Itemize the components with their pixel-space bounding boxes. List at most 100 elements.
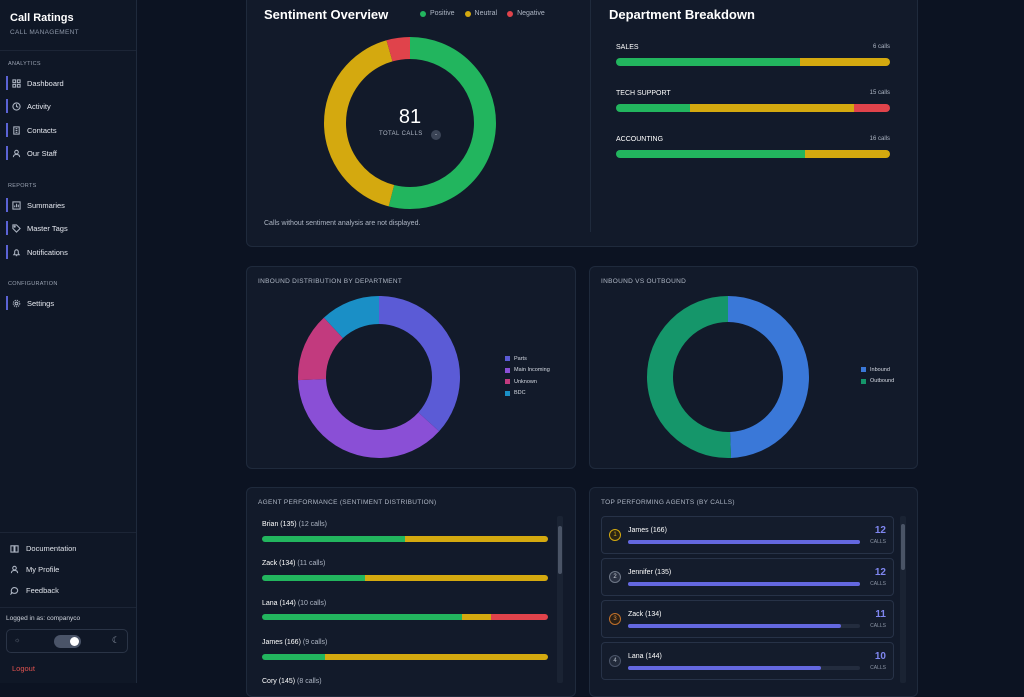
bar-neutral bbox=[405, 536, 548, 542]
section-analytics: ANALYTICS bbox=[8, 61, 41, 67]
sidebar-item-activity[interactable]: Activity bbox=[6, 99, 130, 113]
bar-positive bbox=[262, 614, 463, 620]
bar-neutral bbox=[462, 614, 491, 620]
gear-icon bbox=[12, 299, 21, 307]
user-icon bbox=[12, 149, 21, 157]
top-agents-scrollbar[interactable] bbox=[900, 516, 906, 683]
section-reports: REPORTS bbox=[8, 183, 37, 189]
agent-label: Brian (135) (12 calls) bbox=[262, 521, 327, 528]
top-agent-calls: 11 bbox=[875, 609, 886, 620]
top-agent-name: James (166) bbox=[628, 527, 667, 534]
user-icon bbox=[10, 565, 19, 574]
top-agents-title: TOP PERFORMING AGENTS (BY CALLS) bbox=[601, 499, 735, 506]
chat-icon bbox=[10, 587, 19, 595]
inbound-dist-legend: Parts Main Incoming Unknown BDC bbox=[505, 353, 550, 399]
sentiment-card bbox=[246, 0, 918, 247]
sidebar-item-summaries[interactable]: Summaries bbox=[6, 198, 130, 212]
dept-name: TECH SUPPORT bbox=[616, 90, 671, 97]
sidebar-item-label: Contacts bbox=[27, 125, 57, 135]
scroll-thumb[interactable] bbox=[901, 524, 905, 570]
legend-unknown: Unknown bbox=[505, 376, 550, 388]
agent-label: James (166) (9 calls) bbox=[262, 639, 328, 646]
building-icon bbox=[13, 125, 20, 135]
logout-button[interactable]: Logout bbox=[12, 664, 35, 673]
divider bbox=[0, 607, 136, 608]
book-icon bbox=[10, 545, 19, 553]
dept-name: ACCOUNTING bbox=[616, 136, 664, 143]
bar-positive bbox=[616, 58, 800, 66]
top-agent-calls: 12 bbox=[874, 567, 886, 578]
sidebar-item-master-tags[interactable]: Master Tags bbox=[6, 221, 130, 235]
tag-icon bbox=[12, 223, 21, 233]
sentiment-title: Sentiment Overview bbox=[264, 7, 389, 22]
bar-fill bbox=[628, 666, 821, 670]
logged-in-label: Logged in as: companyco bbox=[6, 615, 81, 622]
sidebar-item-label: Master Tags bbox=[27, 223, 68, 233]
agent-bar bbox=[262, 614, 548, 620]
documentation-link[interactable]: Documentation bbox=[10, 544, 76, 553]
top-agent-item[interactable]: 3 Zack (134) 11 CALLS bbox=[601, 600, 894, 638]
agent-label: Lana (144) (10 calls) bbox=[262, 600, 327, 607]
agent-label: Cory (145) (8 calls) bbox=[262, 678, 322, 685]
bar-positive bbox=[262, 654, 325, 660]
sentiment-slice-negative bbox=[324, 37, 496, 209]
scroll-thumb[interactable] bbox=[558, 526, 562, 574]
bar-neutral bbox=[364, 575, 548, 581]
slice-bdc bbox=[298, 296, 460, 458]
top-agent-item[interactable]: 4 Lana (144) 10 CALLS bbox=[601, 642, 894, 680]
calls-unit: CALLS bbox=[870, 665, 886, 671]
divider bbox=[0, 50, 136, 51]
sidebar-item-dashboard[interactable]: Dashboard bbox=[6, 76, 130, 90]
dept-bar-tech-support bbox=[616, 104, 890, 112]
top-agent-bar bbox=[628, 666, 860, 670]
sidebar-item-settings[interactable]: Settings bbox=[6, 296, 130, 310]
rank-badge: 2 bbox=[609, 571, 621, 583]
agent-performance-title: AGENT PERFORMANCE (SENTIMENT DISTRIBUTIO… bbox=[258, 499, 437, 506]
bar-neutral bbox=[689, 104, 855, 112]
sidebar-item-our-staff[interactable]: Our Staff bbox=[6, 146, 130, 160]
legend-positive: Positive bbox=[420, 10, 455, 17]
sentiment-donut bbox=[324, 37, 496, 209]
bar-neutral bbox=[324, 654, 548, 660]
total-calls-info-icon[interactable]: - bbox=[431, 130, 441, 140]
legend-inbound: Inbound bbox=[861, 364, 894, 376]
slice-unknown bbox=[298, 296, 460, 458]
dept-bar-sales bbox=[616, 58, 890, 66]
card-divider bbox=[590, 0, 591, 232]
top-agent-name: Jennifer (135) bbox=[628, 569, 672, 576]
department-title: Department Breakdown bbox=[609, 7, 755, 22]
divider bbox=[0, 532, 136, 533]
agent-bar bbox=[262, 536, 548, 542]
toggle-knob bbox=[70, 637, 79, 646]
bar-negative bbox=[854, 104, 890, 112]
my-profile-link[interactable]: My Profile bbox=[10, 565, 59, 574]
app-title: Call Ratings bbox=[10, 12, 74, 24]
bar-fill bbox=[628, 540, 860, 544]
feedback-link[interactable]: Feedback bbox=[10, 586, 59, 595]
grid-icon bbox=[12, 78, 21, 88]
agent-performance-scrollbar[interactable] bbox=[557, 516, 563, 683]
agent-performance-card bbox=[246, 487, 576, 697]
in-vs-out-title: INBOUND VS OUTBOUND bbox=[601, 278, 687, 285]
bar-positive bbox=[262, 536, 405, 542]
legend-parts: Parts bbox=[505, 353, 550, 365]
top-agent-item[interactable]: 1 James (166) 12 CALLS bbox=[601, 516, 894, 554]
top-agent-item[interactable]: 2 Jennifer (135) 12 CALLS bbox=[601, 558, 894, 596]
sun-icon: ☼ bbox=[14, 637, 21, 644]
dept-name: SALES bbox=[616, 44, 639, 51]
sidebar-item-notifications[interactable]: Notifications bbox=[6, 245, 130, 259]
in-vs-out-legend: Inbound Outbound bbox=[861, 364, 894, 387]
in-vs-out-donut bbox=[647, 296, 809, 458]
sentiment-legend: Positive Neutral Negative bbox=[420, 10, 545, 17]
clock-icon bbox=[12, 101, 21, 111]
agent-bar bbox=[262, 575, 548, 581]
top-agent-bar bbox=[628, 582, 860, 586]
dept-calls: 15 calls bbox=[869, 90, 890, 96]
legend-main-incoming: Main Incoming bbox=[505, 365, 550, 377]
inbound-dist-title: INBOUND DISTRIBUTION BY DEPARTMENT bbox=[258, 278, 403, 285]
sidebar-item-label: Settings bbox=[27, 298, 55, 308]
theme-toggle[interactable] bbox=[54, 635, 81, 648]
sidebar-item-contacts[interactable]: Contacts bbox=[6, 123, 130, 137]
theme-switcher: ☼ ☾ bbox=[6, 629, 128, 653]
top-agent-calls: 12 bbox=[874, 525, 886, 536]
